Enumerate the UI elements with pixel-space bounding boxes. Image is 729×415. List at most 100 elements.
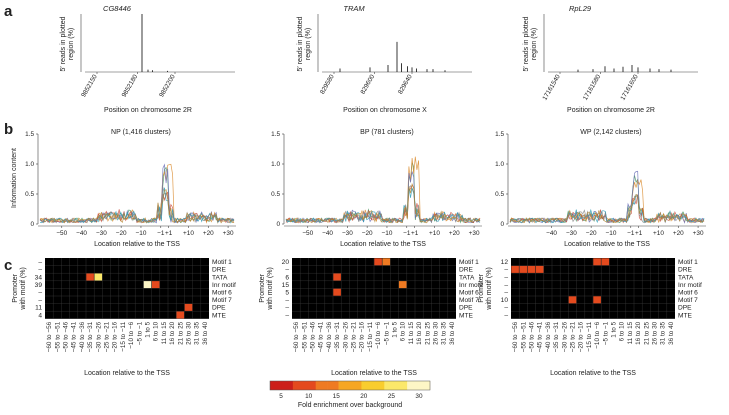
x-tick-label: 9852150 (80, 73, 99, 98)
x-tick-label: −30 (566, 230, 577, 237)
column-label: −30 to −26 (561, 321, 568, 352)
y-axis-label-group: 5′ reads in plotted region (%) (297, 16, 312, 71)
column-label: 21 to 25 (643, 321, 650, 345)
y-tick-label: 1.0 (271, 161, 280, 168)
motif-label: MTE (459, 312, 474, 319)
y-axis-label-group: Promoter with motif (%) (259, 267, 274, 310)
promoter-count: – (285, 267, 289, 274)
x-axis-label: Position on chromosome X (343, 107, 427, 114)
x-tick-label: −30 (96, 230, 107, 237)
enriched-cell (176, 311, 185, 319)
y-axis-label: Promoter (12, 273, 19, 302)
column-label: 31 to 35 (660, 321, 667, 345)
motif-information-trace (39, 166, 235, 224)
x-tick-label: +10 (653, 230, 664, 237)
x-tick-label: −10 (606, 230, 617, 237)
x-tick-label: +20 (203, 230, 214, 237)
column-label: −5 to −1 (136, 321, 143, 345)
colorbar-tick-label: 10 (305, 393, 313, 400)
column-label: −20 to −16 (359, 321, 366, 352)
colorbar-outline (269, 380, 431, 391)
column-label: 6 to 10 (619, 321, 626, 341)
column-label: −45 to −41 (537, 321, 544, 352)
column-label: 1 to 5 (611, 321, 618, 337)
motif-information-trace (39, 187, 235, 224)
motif-label: DRE (678, 267, 693, 274)
y-axis-label-group: 5′ reads in plotted region (%) (60, 16, 75, 71)
enriched-cell (593, 258, 601, 266)
panel-b-letter: b (4, 121, 13, 138)
enriched-cell (143, 281, 152, 289)
y-axis-label: with motif (%) (20, 267, 27, 310)
y-tick-label: 0.5 (25, 191, 34, 198)
colorbar-swatch (418, 381, 431, 390)
enriched-cell (94, 273, 103, 281)
motif-information-trace (285, 171, 481, 224)
promoter-count: – (285, 305, 289, 312)
motif-label: Motif 6 (212, 290, 232, 297)
x-tick-label: 829640 (397, 73, 414, 95)
x-tick-label: −20 (362, 230, 373, 237)
enriched-cell (601, 258, 610, 266)
motif-information-trace (39, 189, 234, 224)
promoter-count: – (38, 259, 42, 266)
x-tick-label: 9852200 (158, 73, 177, 98)
enriched-cell (151, 281, 160, 289)
motif-label: TATA (212, 274, 228, 281)
y-axis-label: with motif (%) (486, 267, 493, 310)
motif-label: Motif 7 (678, 297, 698, 304)
y-axis-label: region (%) (531, 28, 538, 60)
column-label: −55 to −51 (54, 321, 61, 352)
x-tick-label: −20 (116, 230, 127, 237)
motif-information-trace (39, 163, 235, 224)
column-label: −10 to −6 (594, 321, 601, 348)
y-axis-label-group: Promoter with motif (%) (12, 267, 27, 310)
motif-label: Inr motif (212, 282, 236, 289)
column-label: 6 to 10 (153, 321, 160, 341)
column-label: 21 to 25 (177, 321, 184, 345)
y-tick-label: 0.5 (271, 191, 280, 198)
y-axis-label: 5′ reads in plotted (60, 16, 67, 71)
y-axis-label: Promoter (259, 273, 266, 302)
column-label: −10 to −6 (375, 321, 382, 348)
colorbar-swatch (395, 381, 408, 390)
motif-information-trace (509, 193, 705, 224)
column-label: −25 to −21 (351, 321, 358, 352)
column-label: −20 to −16 (112, 321, 119, 352)
colorbar-tick-label: 25 (388, 393, 396, 400)
promoter-count: – (38, 267, 42, 274)
column-label: 36 to 40 (202, 321, 209, 345)
column-label: 26 to 30 (433, 321, 440, 345)
y-axis-label: with motif (%) (267, 267, 274, 310)
y-axis-label: 5′ reads in plotted (523, 16, 530, 71)
x-tick-label: 9852180 (121, 73, 140, 98)
gene-name: RpL29 (569, 4, 592, 13)
colorbar-swatch (361, 381, 374, 390)
x-tick-label: +10 (429, 230, 440, 237)
x-tick-label: +1 (635, 230, 643, 237)
y-axis-label-group: Promoter with motif (%) (478, 267, 493, 310)
motif-label: Motif 1 (459, 259, 479, 266)
motif-label: Motif 6 (459, 290, 479, 297)
x-tick-label: −10 (136, 230, 147, 237)
x-tick-label: 17161600 (619, 73, 640, 102)
enriched-cell (593, 296, 601, 304)
column-label: −60 to −56 (512, 321, 519, 352)
x-tick-label: −1 (157, 230, 165, 237)
colorbar-swatch (315, 381, 328, 390)
column-label: 31 to 35 (194, 321, 201, 345)
column-label: 1 to 5 (145, 321, 152, 337)
column-label: 11 to 15 (408, 321, 415, 344)
promoter-count: 4 (38, 312, 42, 319)
colorbar-swatch (304, 381, 317, 390)
panel-a-letter: a (4, 3, 13, 20)
x-axis-label: Location relative to the TSS (564, 241, 650, 248)
x-tick-label: +30 (469, 230, 480, 237)
enriched-cell (568, 296, 577, 304)
promoter-count: – (285, 312, 289, 319)
x-axis-label: Position on chromosome 2R (567, 107, 655, 114)
column-label: −30 to −26 (342, 321, 349, 352)
colorbar-swatch (407, 381, 419, 390)
